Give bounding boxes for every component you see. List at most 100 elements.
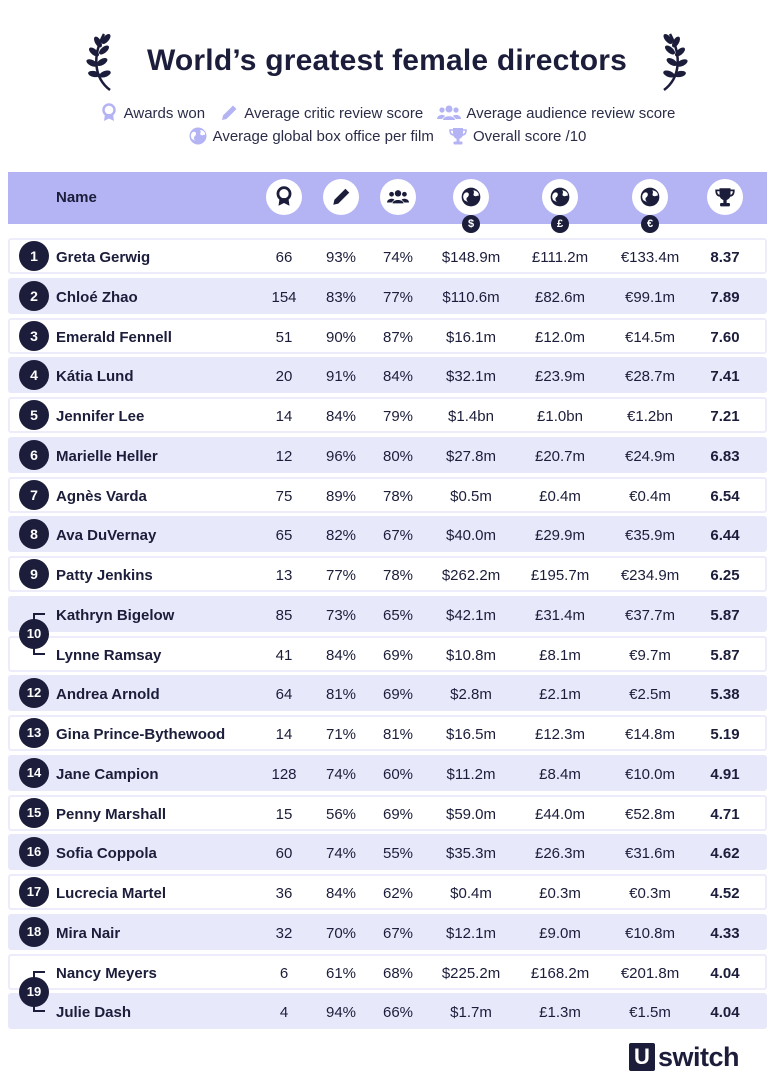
cell-eur: €2.5m (629, 686, 671, 703)
cell-usd: $32.1m (445, 368, 497, 385)
director-name: Ava DuVernay (56, 527, 157, 544)
rank-badge: 2 (19, 281, 49, 311)
cell-eur: €31.6m (624, 845, 676, 862)
table-row: Kátia Lund 20 91% 84% $32.1m £23.9m €28.7m 7.41 (8, 357, 767, 393)
header-box-office-usd (453, 179, 489, 215)
cell-awards: 6 (279, 965, 289, 982)
cell-awards: 13 (275, 567, 293, 584)
rank-badge: 1 (19, 241, 49, 271)
rank-badge: 9 (19, 559, 49, 589)
rank-badge: 12 (19, 678, 49, 708)
cell-score: 7.41 (710, 368, 740, 385)
users-icon (387, 190, 409, 204)
cell-usd: $148.9m (441, 249, 501, 266)
cell-gbp: £23.9m (534, 368, 586, 385)
cell-score: 4.04 (710, 965, 740, 982)
director-name: Marielle Heller (56, 448, 158, 465)
rank-badge: 19 (19, 976, 49, 1007)
director-name: Greta Gerwig (56, 249, 151, 266)
cell-eur: €37.7m (624, 607, 676, 624)
director-name: Agnès Varda (56, 488, 147, 505)
table-row: Ava DuVernay 65 82% 67% $40.0m £29.9m €35.9m 6.… (8, 516, 767, 552)
cell-usd: $59.0m (445, 806, 497, 823)
cell-critic: 61% (325, 965, 357, 982)
table-row: Marielle Heller 12 96% 80% $27.8m £20.7m €24.9… (8, 437, 767, 473)
users-icon (437, 105, 462, 120)
table-row: Lucrecia Martel 36 84% 62% $0.4m £0.3m €0.3m 4.… (8, 874, 767, 910)
cell-usd: $0.4m (450, 885, 492, 902)
cell-eur: €35.9m (624, 527, 676, 544)
cell-critic: 73% (325, 607, 357, 624)
table-row: Mira Nair 32 70% 67% $12.1m £9.0m €10.8m 4.33 (8, 914, 767, 950)
rank-badge: 14 (19, 758, 49, 788)
rank-badge: 15 (19, 798, 49, 828)
director-name: Gina Prince-Bythewood (56, 726, 226, 743)
cell-usd: $10.8m (445, 647, 497, 664)
table-row: Patty Jenkins 13 77% 78% $262.2m £195.7m €234.… (8, 556, 767, 592)
rank-badge: 16 (19, 837, 49, 867)
currency-gbp-badge: £ (551, 215, 569, 233)
cell-audience: 78% (382, 567, 414, 584)
cell-critic: 70% (325, 925, 357, 942)
cell-eur: €1.5m (629, 1004, 671, 1021)
cell-audience: 87% (382, 329, 414, 346)
cell-usd: $2.8m (450, 686, 492, 703)
legend-audience: Average audience review score (437, 103, 675, 123)
director-name: Lynne Ramsay (56, 647, 162, 664)
rank-badge: 5 (19, 400, 49, 430)
tie-bracket-tick (33, 613, 45, 615)
cell-audience: 69% (382, 806, 414, 823)
cell-gbp: £168.2m (530, 965, 590, 982)
cell-score: 7.60 (710, 329, 740, 346)
director-name: Mira Nair (56, 925, 121, 942)
cell-audience: 67% (382, 925, 414, 942)
legend-row-2: Average global box office per film Overa… (0, 126, 774, 150)
director-name: Kathryn Bigelow (56, 607, 175, 624)
cell-awards: 85 (275, 607, 293, 624)
cell-audience: 74% (382, 249, 414, 266)
title-block: World’s greatest female directors (0, 28, 774, 98)
rank-badge: 10 (19, 619, 49, 649)
cell-audience: 69% (382, 686, 414, 703)
header-audience (380, 179, 416, 215)
cell-score: 5.87 (710, 607, 740, 624)
cell-gbp: £26.3m (534, 845, 586, 862)
cell-usd: $262.2m (441, 567, 501, 584)
director-name: Kátia Lund (56, 368, 134, 385)
director-name: Andrea Arnold (56, 686, 160, 703)
table-row: Andrea Arnold 64 81% 69% $2.8m £2.1m €2.5m 5.38 (8, 675, 767, 711)
cell-eur: €9.7m (629, 647, 671, 664)
director-name: Julie Dash (56, 1004, 132, 1021)
cell-gbp: £12.0m (534, 329, 586, 346)
cell-eur: €133.4m (620, 249, 680, 266)
rank-badge: 8 (19, 519, 49, 549)
cell-score: 6.54 (710, 488, 740, 505)
cell-audience: 68% (382, 965, 414, 982)
cell-usd: $1.4bn (448, 408, 494, 425)
cell-critic: 89% (325, 488, 357, 505)
table-header: Name $ £ (8, 172, 767, 233)
cell-score: 6.44 (710, 527, 740, 544)
header-box-office-eur (632, 179, 668, 215)
header-box-office-gbp (542, 179, 578, 215)
cell-gbp: £195.7m (530, 567, 590, 584)
director-name: Jane Campion (56, 766, 159, 783)
cell-usd: $12.1m (445, 925, 497, 942)
cell-critic: 82% (325, 527, 357, 544)
pencil-icon (222, 105, 237, 120)
globe-icon (461, 187, 481, 207)
cell-eur: €0.4m (629, 488, 671, 505)
trophy-icon (449, 128, 467, 145)
cell-score: 4.04 (710, 1004, 740, 1021)
cell-eur: €52.8m (624, 806, 676, 823)
cell-gbp: £29.9m (534, 527, 586, 544)
rank-badge: 3 (19, 321, 49, 351)
logo-word: switch (658, 1041, 740, 1072)
table-row: Sofia Coppola 60 74% 55% $35.3m £26.3m €31.6m 4… (8, 834, 767, 870)
cell-score: 4.62 (710, 845, 740, 862)
cell-usd: $110.6m (442, 289, 500, 306)
tie-bracket-tick (33, 1010, 45, 1012)
cell-usd: $35.3m (445, 845, 497, 862)
cell-critic: 71% (325, 726, 357, 743)
legend-box-office: Average global box office per film (188, 126, 434, 146)
